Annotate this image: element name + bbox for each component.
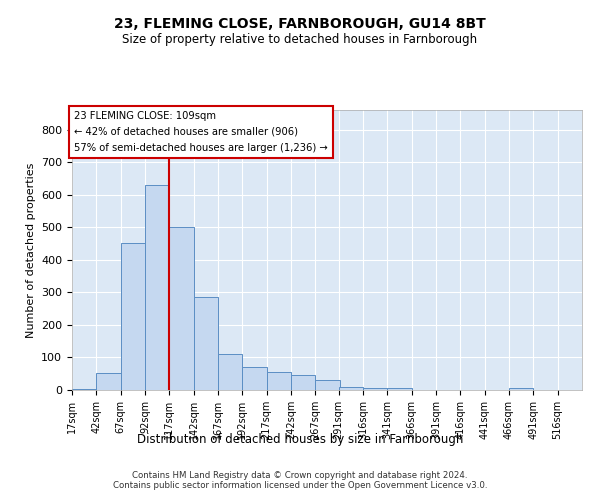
- Text: 23 FLEMING CLOSE: 109sqm
← 42% of detached houses are smaller (906)
57% of semi-: 23 FLEMING CLOSE: 109sqm ← 42% of detach…: [74, 112, 328, 152]
- Bar: [242, 367, 266, 390]
- Bar: [72, 389, 97, 390]
- Bar: [266, 372, 291, 390]
- Text: 23, FLEMING CLOSE, FARNBOROUGH, GU14 8BT: 23, FLEMING CLOSE, FARNBOROUGH, GU14 8BT: [114, 18, 486, 32]
- Bar: [316, 380, 340, 390]
- Bar: [363, 388, 388, 390]
- Text: Contains HM Land Registry data © Crown copyright and database right 2024.
Contai: Contains HM Land Registry data © Crown c…: [113, 470, 487, 490]
- Bar: [291, 376, 316, 390]
- Bar: [145, 185, 169, 390]
- Text: Distribution of detached houses by size in Farnborough: Distribution of detached houses by size …: [137, 432, 463, 446]
- Y-axis label: Number of detached properties: Number of detached properties: [26, 162, 35, 338]
- Bar: [509, 388, 533, 390]
- Bar: [218, 354, 242, 390]
- Bar: [338, 386, 363, 390]
- Bar: [121, 244, 145, 390]
- Bar: [194, 297, 218, 390]
- Bar: [388, 388, 412, 390]
- Bar: [169, 227, 194, 390]
- Bar: [97, 373, 121, 390]
- Text: Size of property relative to detached houses in Farnborough: Size of property relative to detached ho…: [122, 32, 478, 46]
